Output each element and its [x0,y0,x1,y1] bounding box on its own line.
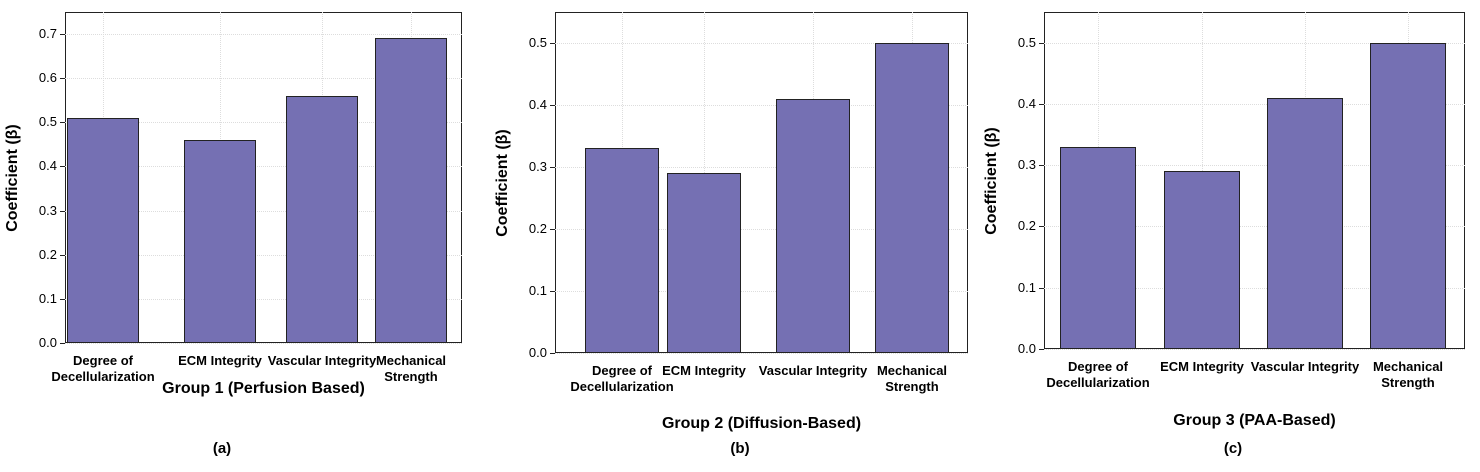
x-tick-label: ECM Integrity [178,353,262,368]
grid-line [555,43,968,44]
bar [1164,171,1240,349]
y-tick [1039,226,1044,228]
y-tick [550,353,555,354]
y-tick-label: 0.5 [38,114,57,130]
y-tick [60,343,65,344]
y-tick-label: 0.2 [1017,218,1036,234]
grid-line [65,78,462,80]
grid-line [555,167,968,168]
panel-label: (b) [730,440,750,457]
bar [67,117,139,343]
y-tick-label: 0.3 [528,159,547,174]
y-axis-title: Coefficient (β) [4,123,21,232]
y-tick-label: 0.0 [38,335,57,350]
x-tick-label: Vascular Integrity [267,353,377,368]
grid-line [65,34,462,36]
bar [1267,97,1343,349]
y-tick-label: 0.0 [1017,341,1036,356]
grid-line [65,298,462,300]
x-axis-title: Group 3 (PAA-Based) [1173,412,1336,429]
y-tick-label: 0.5 [528,35,547,50]
grid-line [555,291,968,292]
grid-line [65,254,462,256]
x-tick-label: Vascular Integrity [1250,359,1360,374]
y-tick [1039,42,1044,44]
y-tick [1039,165,1044,167]
y-tick-label: 0.4 [38,158,57,174]
bar [286,95,358,343]
y-tick [60,298,65,300]
grid-line [1044,165,1465,167]
grid-line [65,343,462,344]
bar [775,98,851,353]
bar [1060,146,1136,349]
y-tick-label: 0.2 [528,221,547,236]
y-tick [60,210,65,212]
y-tick [550,229,555,230]
x-tick-label: Mechanical Strength [876,363,948,394]
grid-line [555,229,968,230]
x-tick-label: Mechanical Strength [375,353,447,384]
grid-line [1044,349,1465,350]
grid-line [65,122,462,124]
y-tick [550,105,555,106]
y-tick-label: 0.7 [38,26,57,42]
plot-area [1044,12,1465,349]
plot-area [65,12,462,343]
bar [874,43,950,353]
x-tick-label: ECM Integrity [1160,359,1244,374]
x-tick-label: Degree of Decellularization [1046,359,1150,390]
x-tick-label: ECM Integrity [662,363,746,378]
plot-area [555,12,968,353]
y-tick [550,291,555,292]
y-tick-label: 0.1 [38,290,57,306]
y-tick [60,122,65,124]
y-tick-label: 0.2 [38,246,57,262]
y-tick-label: 0.6 [38,70,57,86]
grid-line [1044,42,1465,44]
y-tick-label: 0.3 [38,202,57,218]
y-tick-label: 0.4 [1017,95,1036,111]
y-tick [1039,287,1044,289]
y-tick-label: 0.1 [1017,279,1036,295]
x-axis-title: Group 1 (Perfusion Based) [162,380,365,397]
bar [375,38,447,343]
y-tick-label: 0.5 [1017,34,1036,50]
grid-line [1044,287,1465,289]
grid-line [65,166,462,168]
y-tick [550,167,555,168]
y-tick [550,43,555,44]
x-tick-label: Mechanical Strength [1372,359,1444,390]
y-tick-label: 0.0 [528,345,547,360]
y-tick-label: 0.3 [1017,157,1036,173]
y-tick [60,78,65,80]
grid-line [555,353,968,354]
y-tick [60,254,65,256]
y-tick [1039,103,1044,105]
y-axis-title: Coefficient (β) [494,128,511,237]
grid-line [1044,103,1465,105]
y-axis-title: Coefficient (β) [983,126,1000,235]
grid-line [1044,226,1465,228]
bar [666,173,742,353]
y-tick-label: 0.1 [528,283,547,298]
y-tick-label: 0.4 [528,97,547,112]
x-tick-label: Vascular Integrity [758,363,868,378]
bar [184,139,256,343]
x-axis-title: Group 2 (Diffusion-Based) [661,415,862,432]
x-tick-label: Degree of Decellularization [570,363,674,394]
bar [584,148,660,353]
y-tick [1039,349,1044,350]
grid-line [555,105,968,106]
panel-label: (a) [212,440,232,457]
y-tick [60,34,65,36]
x-tick-label: Degree of Decellularization [51,353,155,384]
bar [1370,42,1446,349]
grid-line [65,210,462,212]
panel-label: (c) [1223,440,1243,457]
y-tick [60,166,65,168]
